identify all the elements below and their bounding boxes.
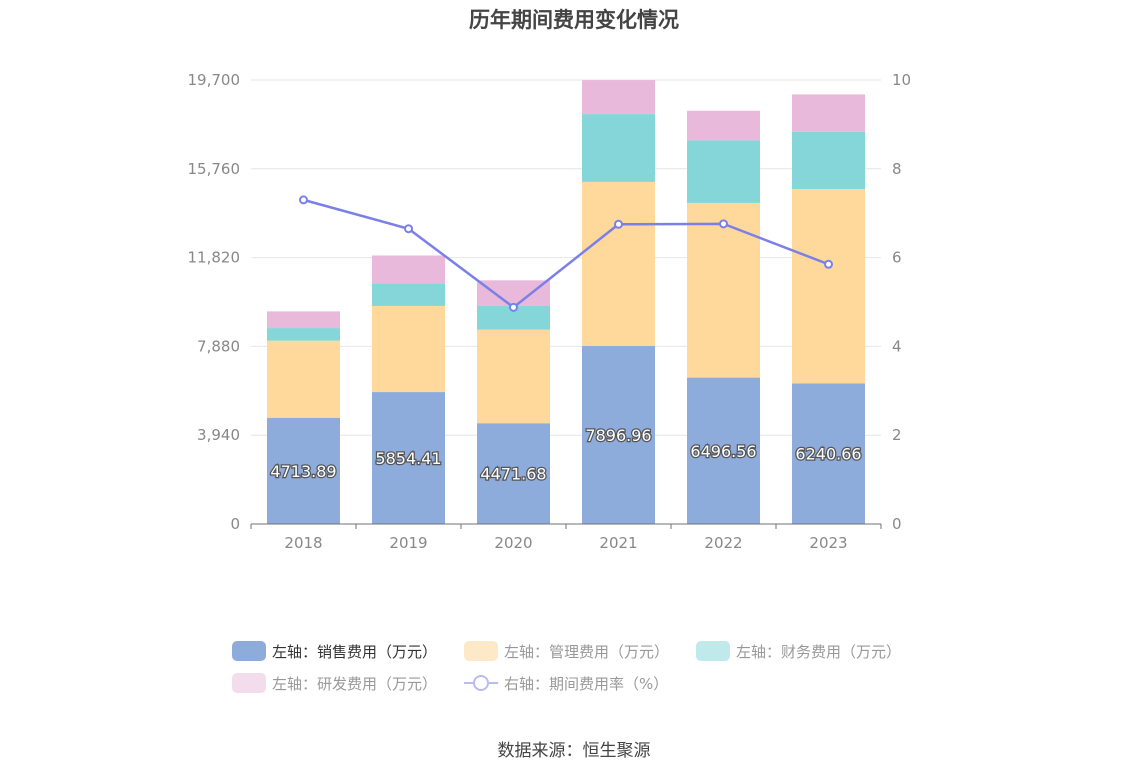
- expense-rate-point: [824, 259, 833, 269]
- legend-item-expense-rate[interactable]: 右轴：期间费用率（%）: [464, 670, 668, 696]
- bar-segment: [582, 114, 655, 182]
- x-axis-tick-label: 2023: [809, 534, 847, 552]
- x-axis-tick-label: 2021: [599, 534, 637, 552]
- x-axis-tick-label: 2018: [284, 534, 322, 552]
- legend-swatch-rd: [232, 673, 266, 693]
- expense-rate-point: [719, 219, 728, 229]
- expense-rate-point: [404, 224, 413, 234]
- bar-segment: [477, 306, 550, 330]
- bar-segment: [477, 280, 550, 307]
- right-axis-tick-label: 2: [892, 426, 902, 444]
- bar-segment: [372, 392, 445, 524]
- bar-segment: [477, 423, 550, 524]
- expense-rate-point: [614, 219, 623, 229]
- chart-title: 历年期间费用变化情况: [469, 8, 679, 32]
- bar-segment: [477, 329, 550, 424]
- legend-item-sales[interactable]: 左轴：销售费用（万元）: [232, 638, 437, 664]
- legend-label-rd: 左轴：研发费用（万元）: [272, 674, 438, 693]
- expense-rate-point: [299, 195, 308, 205]
- bar-segment: [582, 346, 655, 524]
- legend-item-rd[interactable]: 左轴：研发费用（万元）: [232, 670, 437, 696]
- legend-label-expense-rate: 右轴：期间费用率（%）: [504, 674, 669, 693]
- bar-data-label: 6496.56: [690, 442, 756, 461]
- legend-item-finance[interactable]: 左轴：财务费用（万元）: [696, 638, 901, 664]
- bar-segment: [687, 140, 760, 203]
- bar-segment: [267, 311, 340, 329]
- right-axis-tick-label: 6: [892, 249, 902, 267]
- bar-segment: [267, 328, 340, 341]
- legend-swatch-finance: [696, 641, 730, 661]
- left-axis-tick-label: 7,880: [197, 337, 240, 355]
- left-axis-tick-label: 0: [230, 515, 240, 533]
- legend-label-sales: 左轴：销售费用（万元）: [272, 642, 438, 661]
- bar-segment: [687, 202, 760, 378]
- bar-segment: [267, 417, 340, 524]
- x-axis-tick-label: 2022: [704, 534, 742, 552]
- bar-data-label: 4471.68: [480, 465, 546, 484]
- bar-segment: [687, 110, 760, 141]
- expense-rate-point: [509, 302, 518, 312]
- bar-segment: [792, 94, 865, 132]
- right-axis-tick-label: 10: [892, 71, 911, 89]
- bar-data-label: 5854.41: [375, 449, 441, 468]
- bar-data-label: 7896.96: [585, 426, 651, 445]
- bar-segment: [372, 283, 445, 306]
- bar-data-label: 6240.66: [795, 445, 861, 464]
- x-axis-tick-label: 2020: [494, 534, 532, 552]
- x-axis-tick-label: 2019: [389, 534, 427, 552]
- legend-label-admin: 左轴：管理费用（万元）: [504, 642, 670, 661]
- legend-swatch-expense-rate: [464, 673, 498, 693]
- bar-segment: [582, 80, 655, 115]
- right-axis-tick-label: 0: [892, 515, 902, 533]
- right-axis-tick-label: 4: [892, 337, 902, 355]
- legend-swatch-admin: [464, 641, 498, 661]
- bar-data-label: 4713.89: [270, 462, 336, 481]
- bar-segment: [372, 305, 445, 393]
- left-axis-tick-label: 3,940: [197, 426, 240, 444]
- bar-segment: [582, 181, 655, 347]
- bar-segment: [792, 189, 865, 384]
- bar-segment: [792, 383, 865, 524]
- legend-label-finance: 左轴：财务费用（万元）: [736, 642, 902, 661]
- bar-segment: [372, 255, 445, 284]
- left-axis-tick-label: 19,700: [188, 71, 241, 89]
- legend-swatch-sales: [232, 641, 266, 661]
- left-axis-tick-label: 15,760: [188, 160, 241, 178]
- bar-segment: [687, 377, 760, 524]
- left-axis-tick-label: 11,820: [188, 249, 241, 267]
- source-note: 数据来源：恒生聚源: [497, 741, 651, 761]
- bar-segment: [267, 340, 340, 418]
- legend-item-admin[interactable]: 左轴：管理费用（万元）: [464, 638, 669, 664]
- expense-rate-line: [303, 198, 829, 309]
- bar-segment: [792, 131, 865, 190]
- right-axis-tick-label: 8: [892, 160, 902, 178]
